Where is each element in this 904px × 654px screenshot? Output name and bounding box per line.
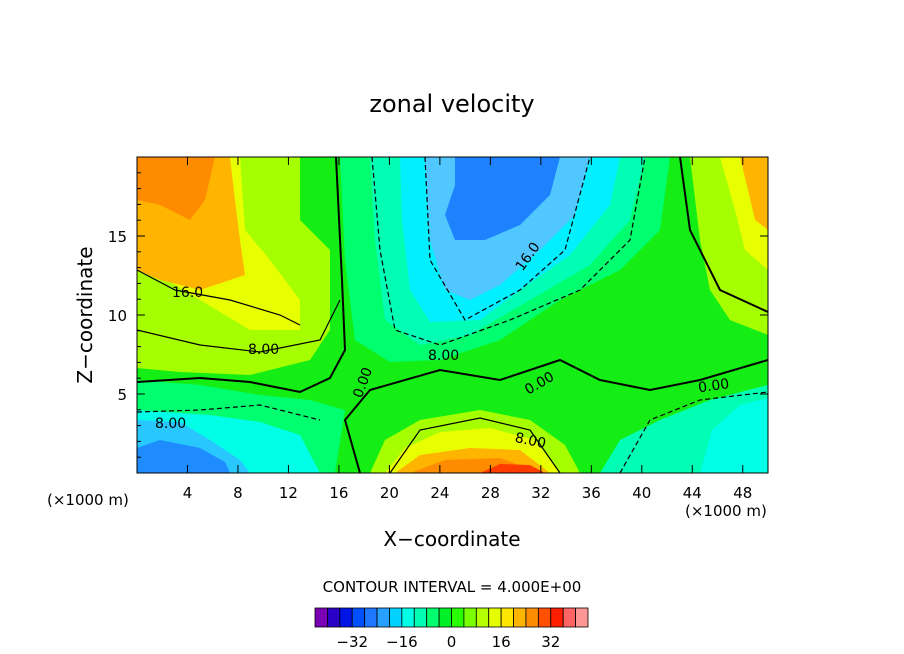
contour-neg8 xyxy=(371,157,646,346)
colorbar-swatch xyxy=(389,607,403,628)
colorbar-swatch xyxy=(475,607,490,628)
contour-label: 16.0 xyxy=(172,285,203,301)
colorbar-swatch xyxy=(513,607,527,628)
x-tick-label: 32 xyxy=(531,484,550,502)
contour-lines xyxy=(137,157,768,473)
colorbar-label: 32 xyxy=(541,633,560,651)
x-axis: 4 8 12 16 20 24 28 32 36 40 44 48 xyxy=(183,157,752,502)
colorbar-swatch xyxy=(339,607,353,628)
y-tick-label: 15 xyxy=(108,228,127,246)
x-tick-label: 28 xyxy=(481,484,500,502)
x-tick-label: 20 xyxy=(380,484,399,502)
y-axis: 5 10 15 xyxy=(108,172,768,458)
contour-label: 8.00 xyxy=(248,342,279,358)
contour-label: 8.00 xyxy=(513,430,547,452)
contour-16-left xyxy=(137,269,301,326)
colorbar-swatch xyxy=(451,607,465,628)
band-right-orange xyxy=(740,157,768,230)
colorbar-swatch xyxy=(351,607,366,628)
x-tick-label: 16 xyxy=(329,484,348,502)
colorbar-swatch xyxy=(426,607,440,628)
colorbar-swatch xyxy=(376,607,390,628)
colorbar-swatch xyxy=(327,607,341,628)
chart-title: zonal velocity xyxy=(369,90,534,118)
colorbar-swatch xyxy=(525,607,539,628)
colorbar-swatch xyxy=(488,607,502,628)
contour-8-left xyxy=(137,299,341,353)
colorbar-swatch xyxy=(575,607,589,628)
contour-8-bottom xyxy=(389,417,561,473)
x-tick-label: 48 xyxy=(733,484,752,502)
contour-zero-center xyxy=(343,358,768,473)
colorbar-label: −16 xyxy=(386,633,418,651)
contour-label: 8.00 xyxy=(428,348,459,364)
contour-zero-left xyxy=(137,157,347,394)
colorbar-swatch xyxy=(314,607,328,628)
colorbar-swatch xyxy=(413,607,428,628)
band-center-blue xyxy=(445,157,560,240)
contour-label: 8.00 xyxy=(155,416,186,432)
colorbar-label: 16 xyxy=(492,633,511,651)
y-tick-label: 10 xyxy=(108,307,127,325)
contour-field: 16.0 8.00 0.00 8.00 16.0 0.00 8.00 0.00 … xyxy=(137,157,768,473)
x-tick-label: 36 xyxy=(582,484,601,502)
band-bottom-red xyxy=(480,464,545,473)
y-tick-label: 5 xyxy=(117,386,127,404)
colorbar-swatch xyxy=(438,607,452,628)
colorbar-label: 0 xyxy=(447,633,457,651)
colorbar-swatch xyxy=(364,607,378,628)
contour-neg-lowerleft xyxy=(137,404,321,421)
colorbar-swatch xyxy=(463,607,477,628)
colorbar-swatch xyxy=(537,607,552,628)
colorbar-labels: −32 −16 0 16 32 xyxy=(336,633,560,651)
band-lowerright-cyan xyxy=(700,398,768,473)
x-tick-label: 8 xyxy=(233,484,243,502)
contour-neg16 xyxy=(424,157,591,321)
colorbar-swatch xyxy=(550,607,564,628)
colorbar-label: −32 xyxy=(336,633,368,651)
contour-neg-lowerright xyxy=(619,391,768,473)
y-axis-title: Z−coordinate xyxy=(73,246,97,383)
contour-label: 0.00 xyxy=(697,376,730,396)
x-tick-label: 24 xyxy=(430,484,449,502)
x-tick-label: 44 xyxy=(683,484,702,502)
contour-zero-right xyxy=(679,157,768,313)
x-tick-label: 4 xyxy=(183,484,193,502)
band-lowerleft-blue xyxy=(137,440,230,473)
x-unit-label: (×1000 m) xyxy=(47,491,129,509)
colorbar-swatch xyxy=(500,607,514,628)
colorbar-swatch xyxy=(562,607,576,628)
contour-interval-text: CONTOUR INTERVAL = 4.000E+00 xyxy=(323,578,582,596)
x-axis-title: X−coordinate xyxy=(383,527,520,551)
x-unit-label-right: (×1000 m) xyxy=(685,502,767,520)
band-left-deeporange xyxy=(137,157,215,220)
x-tick-label: 40 xyxy=(632,484,651,502)
x-tick-label: 12 xyxy=(279,484,298,502)
colorbar xyxy=(314,607,589,628)
colorbar-swatch xyxy=(401,607,415,628)
